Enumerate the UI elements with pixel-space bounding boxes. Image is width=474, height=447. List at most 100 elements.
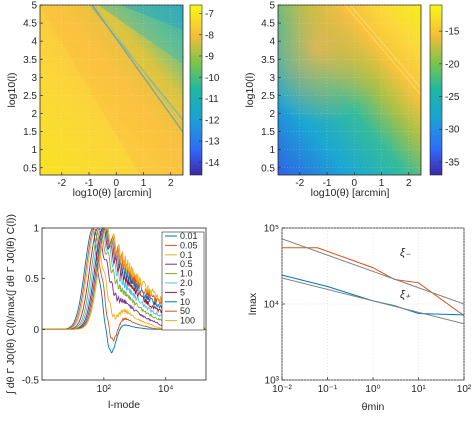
y-tick-label: 3 bbox=[269, 73, 275, 84]
y-tick-label: 10³ bbox=[265, 376, 280, 387]
colorbar-tick-label: -7 bbox=[205, 9, 214, 20]
y-tick-label: 0 bbox=[33, 325, 39, 336]
x-tick-label: 10⁰ bbox=[365, 384, 380, 395]
x-tick-label: 10¹ bbox=[411, 384, 426, 395]
annotation-xi-minus: ξ₋ bbox=[400, 247, 411, 259]
y-tick-label: 0.5 bbox=[261, 163, 275, 174]
legend-label: 10 bbox=[180, 297, 190, 307]
colorbar-tick-label: -9 bbox=[205, 52, 214, 63]
ticks-bottom-left: 10² 10⁴ -0.5 0 0.5 1 bbox=[22, 224, 174, 396]
x-tick-label: 0 bbox=[351, 178, 357, 189]
y-tick-label: 0.5 bbox=[23, 163, 37, 174]
xlabel-bottom-right: θmin bbox=[362, 401, 385, 413]
legend-label: 5 bbox=[180, 287, 185, 297]
colorbar-tick-label: -20 bbox=[445, 59, 460, 70]
xlabel-top-right: log10(θ) [arcmin] bbox=[311, 187, 390, 199]
y-tick-label: 4 bbox=[269, 37, 275, 48]
panel-top-left: -2 -1 0 1 20.511.522.533.544.55 log10(θ) [ar… bbox=[6, 1, 220, 200]
grid-top-left bbox=[40, 4, 183, 175]
y-tick-label: 1.5 bbox=[23, 127, 37, 138]
y-tick-label: 4.5 bbox=[23, 19, 37, 30]
colorbar-tick-label: -30 bbox=[445, 125, 460, 136]
y-tick-label: 0.5 bbox=[25, 274, 39, 285]
x-tick-label: 2 bbox=[406, 178, 412, 189]
x-tick-label: -2 bbox=[295, 178, 304, 189]
x-tick-label: 10⁻¹ bbox=[318, 384, 338, 395]
y-tick-label: 2 bbox=[31, 109, 37, 120]
x-tick-label: 10² bbox=[457, 384, 472, 395]
ylabel-bottom-right: lmax bbox=[247, 292, 259, 315]
panel-top-right: -2 -1 0 1 2 0.5 1 1.5 2 2.5 3 3.5 4 4.5 5 log10(θ) [ar… bbox=[244, 1, 460, 200]
x-tick-label: 1 bbox=[379, 178, 385, 189]
heatmap-top-right bbox=[278, 5, 421, 175]
legend-label: 100 bbox=[180, 316, 195, 326]
series-line bbox=[282, 238, 464, 305]
legend-label: 50 bbox=[180, 306, 190, 316]
legend-label: 0.05 bbox=[180, 240, 198, 250]
colorbar-tick-label: -15 bbox=[445, 27, 460, 38]
y-tick-label: 5 bbox=[31, 1, 37, 12]
y-tick-label: 2 bbox=[269, 109, 275, 120]
series-line bbox=[282, 277, 464, 325]
x-tick-label: -2 bbox=[57, 178, 66, 189]
y-tick-label: 1 bbox=[31, 145, 37, 156]
series-line bbox=[282, 247, 464, 317]
y-tick-label: 2.5 bbox=[261, 91, 275, 102]
y-tick-label: 1 bbox=[33, 224, 39, 235]
colorbar-top-right bbox=[429, 4, 443, 176]
y-tick-label: 3.5 bbox=[261, 55, 275, 66]
y-tick-label: 10⁵ bbox=[264, 224, 279, 235]
x-tick-label: 2 bbox=[168, 178, 174, 189]
annotation-xi-plus: ξ₊ bbox=[400, 289, 411, 301]
y-tick-label: 3.5 bbox=[23, 55, 37, 66]
colorbar-ticks-top-right: -15 -20 -25 -30 -35 bbox=[439, 27, 460, 168]
ticks-top-right: -2 -1 0 1 2 0.5 1 1.5 2 2.5 3 3.5 4 4.5 5 bbox=[261, 1, 412, 190]
colorbar-tick-label: -13 bbox=[205, 137, 220, 148]
y-tick-label: 2.5 bbox=[23, 91, 37, 102]
y-tick-label: 5 bbox=[269, 1, 275, 12]
grid-top-right bbox=[278, 4, 421, 175]
xlabel-top-left: log10(θ) [arcmin] bbox=[73, 187, 152, 199]
y-tick-label: 3 bbox=[31, 73, 37, 84]
xlabel-bottom-left: l-mode bbox=[108, 399, 140, 411]
colorbar-tick-label: -14 bbox=[205, 158, 220, 169]
ticks-bottom-right: 10⁻² 10⁻¹ 10⁰ 10¹ 10² 10³ 10⁴ 10⁵ bbox=[264, 224, 472, 396]
colorbar-top-left bbox=[189, 4, 203, 176]
colorbar-tick-label: -12 bbox=[205, 115, 220, 126]
ylabel-top-left: log10(l) bbox=[6, 72, 18, 107]
colorbar-tick-label: -10 bbox=[205, 73, 220, 84]
x-tick-label: 1 bbox=[141, 178, 147, 189]
colorbar-tick-label: -8 bbox=[205, 30, 214, 41]
x-tick-label: -1 bbox=[323, 178, 332, 189]
colorbar-tick-label: -35 bbox=[445, 157, 460, 168]
legend-label: 1.0 bbox=[180, 269, 193, 279]
y-tick-label: 1.5 bbox=[261, 127, 275, 138]
y-tick-label: 4 bbox=[31, 37, 37, 48]
x-tick-label: 10⁴ bbox=[158, 384, 173, 395]
legend-label: 2.0 bbox=[180, 278, 193, 288]
panel-bottom-left: 10² 10⁴ -0.5 0 0.5 1 l-mode ∫ dθ Γ J0(lθ) C(l… bbox=[5, 214, 207, 411]
x-tick-label: -1 bbox=[85, 178, 94, 189]
y-tick-label: 10⁴ bbox=[264, 300, 279, 311]
x-tick-label: 10² bbox=[97, 384, 112, 395]
ylabel-top-right: log10(l) bbox=[244, 72, 256, 107]
ylabel-bottom-left: ∫ dθ Γ J0(lθ) C(l)/max(∫ dθ Γ J0(lθ) C(l… bbox=[5, 214, 17, 395]
x-tick-label: 10⁻² bbox=[272, 384, 292, 395]
legend-label: 0.01 bbox=[180, 231, 198, 241]
x-tick-label: 0 bbox=[113, 178, 119, 189]
lines-bottom-right bbox=[282, 238, 464, 325]
y-tick-label: 4.5 bbox=[261, 19, 275, 30]
legend-label: 0.5 bbox=[180, 259, 193, 269]
ticks-top-left: -2 -1 0 1 2 0.5 1 1.5 2 2.5 3 3.5 4 4.5 5 bbox=[23, 1, 174, 190]
legend-box bbox=[161, 231, 205, 331]
colorbar-tick-label: -11 bbox=[205, 94, 219, 105]
colorbar-ticks-top-left: -7 -8 -9 -10 -11 -12 -13 -14 bbox=[199, 9, 220, 169]
y-tick-label: 1 bbox=[269, 145, 275, 156]
y-tick-label: -0.5 bbox=[22, 376, 40, 387]
colorbar-tick-label: -25 bbox=[445, 92, 460, 103]
heatmap-top-left bbox=[40, 5, 183, 175]
legend-label: 0.1 bbox=[180, 250, 193, 260]
